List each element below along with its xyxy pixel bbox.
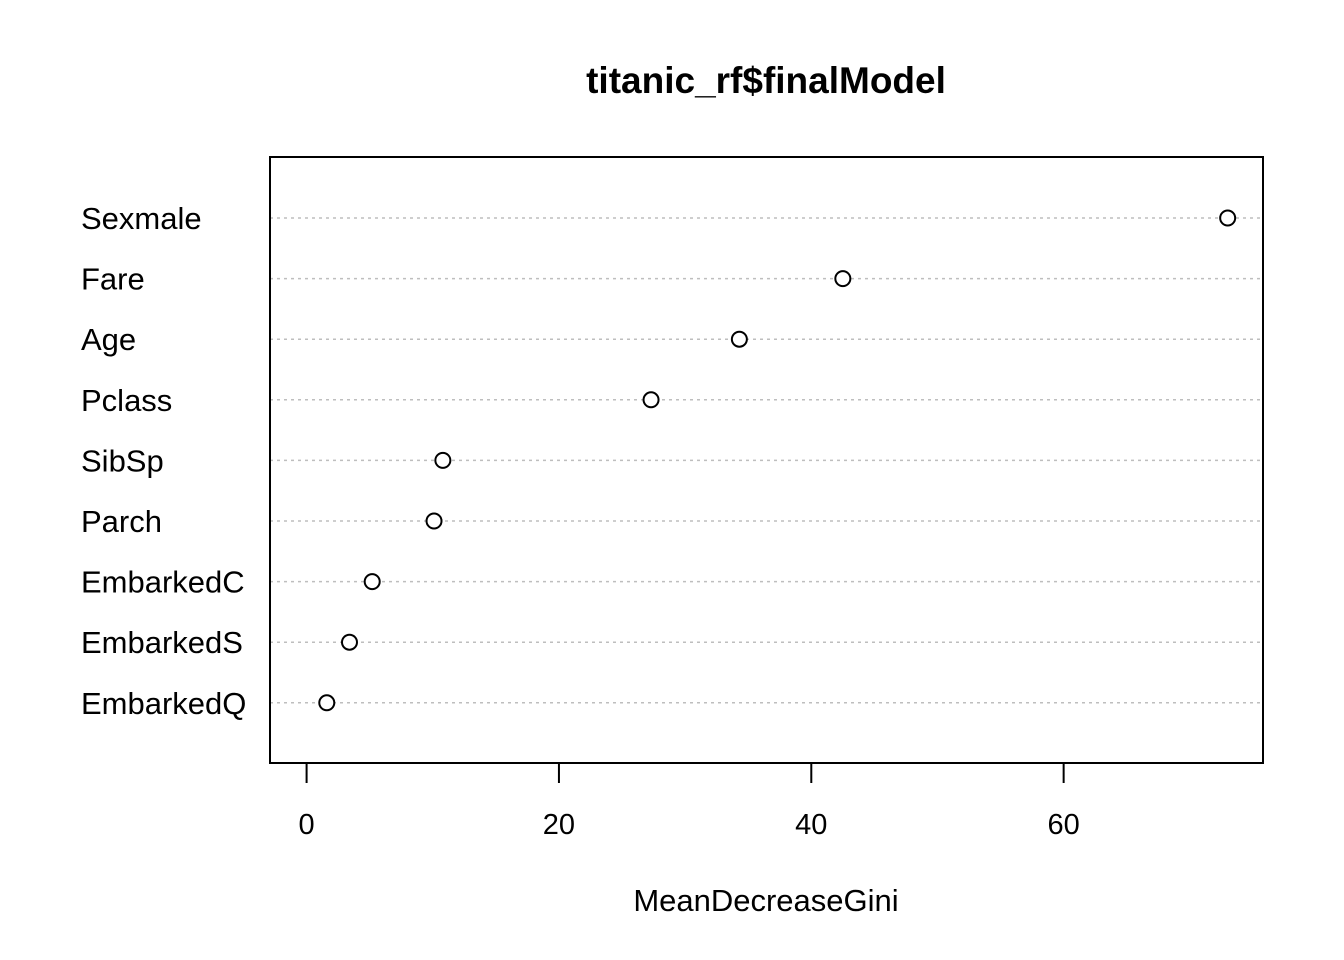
- data-point: [425, 512, 443, 530]
- data-point: [434, 451, 452, 469]
- data-point: [340, 633, 358, 651]
- category-label: Parch: [81, 504, 162, 539]
- x-axis: 0 20 40 60: [299, 762, 1080, 841]
- x-tick-label: 60: [1048, 809, 1080, 841]
- data-points: [318, 209, 1237, 712]
- category-label: Fare: [81, 262, 145, 297]
- category-label: Pclass: [81, 383, 172, 418]
- category-label: EmbarkedQ: [81, 686, 246, 721]
- chart-title: titanic_rf$finalModel: [586, 60, 946, 101]
- data-point: [363, 573, 381, 591]
- data-point: [834, 270, 852, 288]
- category-label: Age: [81, 322, 136, 357]
- x-axis-label: MeanDecreaseGini: [633, 883, 898, 918]
- x-tick-label: 0: [299, 809, 315, 841]
- data-point: [318, 694, 336, 712]
- category-label: EmbarkedS: [81, 625, 243, 660]
- x-tick-label: 40: [795, 809, 827, 841]
- x-tick-label: 20: [543, 809, 575, 841]
- data-point: [642, 391, 660, 409]
- category-label: SibSp: [81, 443, 164, 478]
- data-point: [1219, 209, 1237, 227]
- category-label: Sexmale: [81, 201, 202, 236]
- data-point: [730, 330, 748, 348]
- category-label: EmbarkedC: [81, 565, 245, 600]
- grid-lines: [270, 217, 1263, 704]
- category-labels: Sexmale Fare Age Pclass SibSp Parch EmbarkedC E…: [81, 201, 246, 721]
